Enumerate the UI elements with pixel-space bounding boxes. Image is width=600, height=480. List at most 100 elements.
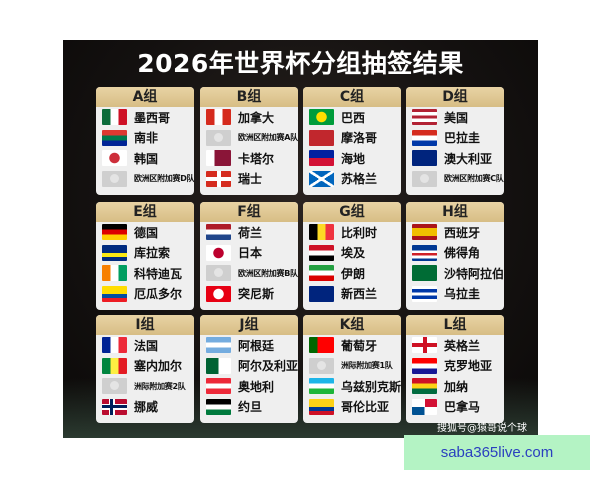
team-name: 洲际附加赛2队 [134,381,186,391]
flag-icon [206,170,231,187]
team-row: 韩国 [96,148,194,169]
team-name: 欧洲区附加赛B队 [238,268,298,278]
team-name: 日本 [238,246,263,261]
group-title: C组 [303,87,401,107]
team-row: 阿尔及利亚 [200,356,298,377]
team-row: 欧洲区附加赛B队 [200,263,298,284]
team-row: 葡萄牙 [303,335,401,356]
flag-icon [309,170,334,187]
team-name: 加拿大 [238,110,275,125]
placeholder-flag-icon [102,170,127,187]
team-name: 突尼斯 [238,287,275,302]
group-title: L组 [406,315,504,335]
flag-icon [309,244,334,261]
team-row: 日本 [200,243,298,264]
team-name: 苏格兰 [341,172,378,187]
draw-result-poster: 2026年世界杯分组抽签结果 A组 墨西哥 南非 韩国 欧洲区附加赛D队 B组 加拿大 欧洲区… [63,40,538,438]
team-row: 西班牙 [406,222,504,243]
team-row: 加拿大 [200,107,298,128]
group-card: B组加拿大欧洲区附加赛A队 卡塔尔瑞士 [200,87,298,195]
flag-icon [309,285,334,302]
group-title: B组 [200,87,298,107]
team-name: 哥伦比亚 [341,400,390,415]
flag-icon [206,398,231,415]
team-name: 洲际附加赛1队 [341,361,393,371]
flag-icon [309,109,334,126]
flag-icon [102,337,127,354]
team-row: 加纳 [406,376,504,397]
group-title: I组 [96,315,194,335]
team-name: 欧洲区附加赛C队 [444,174,504,184]
team-row: 沙特阿拉伯 [406,263,504,284]
page-title: 2026年世界杯分组抽签结果 [137,49,464,78]
team-row: 乌拉圭 [406,284,504,305]
flag-icon [309,378,334,395]
team-name: 库拉索 [134,246,171,261]
group-card: J组 阿根廷阿尔及利亚奥地利约旦 [200,315,298,423]
team-row: 荷兰 [200,222,298,243]
flag-icon [206,285,231,302]
team-row: 突尼斯 [200,284,298,305]
team-row: 科特迪瓦 [96,263,194,284]
team-name: 科特迪瓦 [134,266,183,281]
flag-icon [309,224,334,241]
team-row: 瑞士 [200,169,298,190]
team-name: 佛得角 [444,246,481,261]
team-row: 比利时 [303,222,401,243]
placeholder-flag-icon [206,129,231,146]
flag-icon [412,129,437,146]
team-name: 韩国 [134,151,159,166]
team-row: 洲际附加赛2队 [96,376,194,397]
team-row: 卡塔尔 [200,148,298,169]
team-name: 约旦 [238,400,263,415]
flag-icon [102,109,127,126]
team-row: 哥伦比亚 [303,397,401,418]
team-row: 塞内加尔 [96,356,194,377]
team-row: 阿根廷 [200,335,298,356]
flag-icon [412,378,437,395]
team-row: 佛得角 [406,243,504,264]
team-row: 约旦 [200,397,298,418]
flag-icon [206,109,231,126]
team-name: 挪威 [134,400,159,415]
flag-icon [206,150,231,167]
team-name: 克罗地亚 [444,359,493,374]
group-title: J组 [200,315,298,335]
placeholder-flag-icon [206,265,231,282]
team-row: 墨西哥 [96,107,194,128]
flag-icon [206,337,231,354]
group-title: D组 [406,87,504,107]
watermark: 搜狐号@猿哥说个球 [437,423,527,434]
group-title: K组 [303,315,401,335]
group-title: F组 [200,202,298,222]
team-row: 厄瓜多尔 [96,284,194,305]
group-card: A组 墨西哥 南非 韩国 欧洲区附加赛D队 [96,87,194,195]
placeholder-flag-icon [102,378,127,395]
team-row: 埃及 [303,243,401,264]
flag-icon [412,357,437,374]
flag-icon [309,398,334,415]
flag-icon [102,285,127,302]
team-name: 巴拉圭 [444,131,481,146]
team-name: 海地 [341,151,366,166]
team-name: 摩洛哥 [341,131,378,146]
flag-icon [102,129,127,146]
group-title: G组 [303,202,401,222]
flag-icon [309,337,334,354]
site-link[interactable]: saba365live.com [404,435,590,470]
flag-icon [102,244,127,261]
team-name: 埃及 [341,246,366,261]
team-row: 海地 [303,148,401,169]
team-name: 沙特阿拉伯 [444,266,504,281]
team-name: 奥地利 [238,379,275,394]
team-row: 欧洲区附加赛A队 [200,128,298,149]
team-name: 乌兹别克斯坦 [341,379,401,394]
group-card: I组 法国 塞内加尔 洲际附加赛2队 挪威 [96,315,194,423]
team-name: 英格兰 [444,338,481,353]
team-name: 德国 [134,225,159,240]
team-name: 阿尔及利亚 [238,359,298,374]
team-name: 葡萄牙 [341,338,378,353]
team-name: 瑞士 [238,172,263,187]
team-row: 美国 [406,107,504,128]
group-card: C组 巴西 摩洛哥 海地 苏格兰 [303,87,401,195]
